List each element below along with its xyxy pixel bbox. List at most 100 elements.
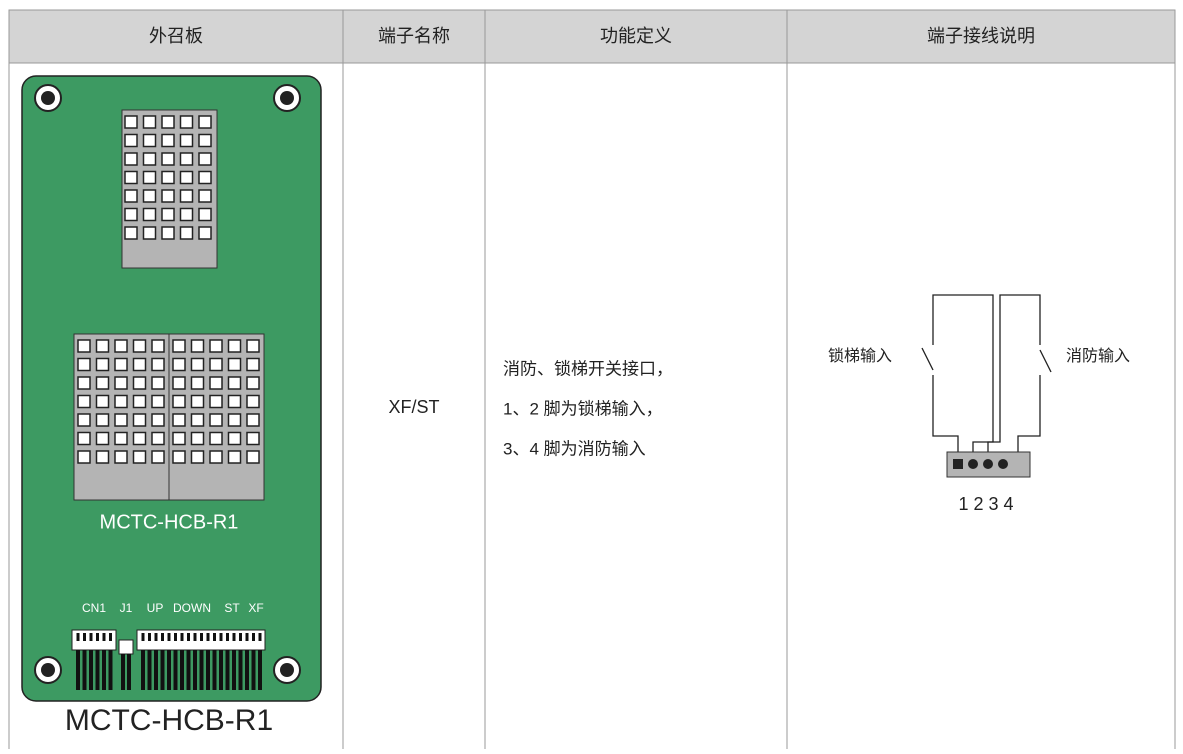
pin	[206, 650, 210, 690]
led	[161, 152, 175, 166]
led	[179, 207, 194, 222]
led	[227, 450, 242, 464]
led	[142, 133, 157, 148]
connector-labels: CN1 J1 UP DOWN ST XF	[82, 601, 264, 615]
led	[209, 394, 223, 409]
led	[227, 394, 242, 409]
led-grid	[77, 115, 260, 464]
led	[246, 450, 260, 464]
pin-numbers: 1 2 3 4	[958, 494, 1013, 514]
led	[246, 357, 260, 372]
pin	[193, 650, 197, 690]
led	[198, 226, 212, 240]
led	[124, 170, 138, 185]
led	[124, 115, 138, 129]
pin	[141, 650, 145, 690]
pin	[82, 650, 87, 690]
led	[246, 394, 260, 409]
led	[132, 394, 147, 409]
led	[114, 450, 128, 464]
pin	[225, 650, 230, 690]
led	[132, 413, 147, 427]
led	[246, 431, 260, 446]
led	[161, 133, 175, 148]
led	[151, 339, 165, 353]
led	[179, 133, 194, 148]
led	[209, 357, 223, 372]
pin	[167, 650, 171, 690]
wiring-label: 消防输入	[1066, 347, 1130, 365]
led	[142, 189, 157, 203]
led	[132, 357, 147, 372]
led	[198, 152, 212, 166]
function-line: 消防、锁梯开关接口，	[503, 359, 673, 378]
led	[190, 357, 205, 372]
led	[172, 431, 186, 446]
board-label: MCTC-HCB-R1	[100, 511, 239, 533]
connector-label: DOWN	[173, 601, 211, 615]
led	[151, 394, 165, 409]
led	[95, 394, 110, 409]
led	[209, 339, 223, 353]
pin	[251, 650, 256, 690]
connector-label: J1	[120, 601, 133, 615]
led	[77, 413, 91, 427]
led	[172, 339, 186, 353]
led	[95, 376, 110, 390]
led	[151, 431, 165, 446]
led	[172, 357, 186, 372]
led	[114, 431, 128, 446]
led	[142, 115, 157, 129]
led	[161, 170, 175, 185]
led	[151, 450, 165, 464]
led	[132, 376, 147, 390]
wiring-label: 锁梯输入	[828, 347, 892, 365]
led	[227, 376, 242, 390]
led	[142, 207, 157, 222]
led	[161, 115, 175, 129]
pin	[245, 650, 249, 690]
pin	[121, 654, 125, 690]
led	[114, 394, 128, 409]
led	[142, 152, 157, 166]
header-cell: 功能定义	[600, 26, 672, 46]
pin	[95, 650, 100, 690]
led	[114, 339, 128, 353]
pin	[160, 650, 165, 690]
pin	[173, 650, 178, 690]
led	[124, 133, 138, 148]
led	[179, 226, 194, 240]
led	[172, 376, 186, 390]
connector-label: ST	[224, 601, 240, 615]
pin	[147, 650, 152, 690]
led	[124, 152, 138, 166]
led	[114, 357, 128, 372]
led	[124, 207, 138, 222]
led	[227, 431, 242, 446]
led	[95, 339, 110, 353]
led	[142, 226, 157, 240]
pin	[238, 650, 243, 690]
pin	[76, 650, 80, 690]
led	[151, 357, 165, 372]
led	[132, 450, 147, 464]
led	[209, 431, 223, 446]
led	[114, 376, 128, 390]
led	[172, 450, 186, 464]
led	[172, 413, 186, 427]
header-cell: 端子接线说明	[927, 26, 1035, 46]
led	[198, 189, 212, 203]
function-line: 1、2 脚为锁梯输入，	[503, 399, 663, 418]
led	[114, 413, 128, 427]
connector-label: XF	[248, 601, 263, 615]
led	[77, 431, 91, 446]
mount-hole-center	[41, 91, 294, 677]
led	[172, 394, 186, 409]
led	[190, 413, 205, 427]
pin	[180, 650, 184, 690]
led	[77, 394, 91, 409]
led	[77, 450, 91, 464]
led	[198, 207, 212, 222]
terminal-name: XF/ST	[388, 397, 439, 417]
